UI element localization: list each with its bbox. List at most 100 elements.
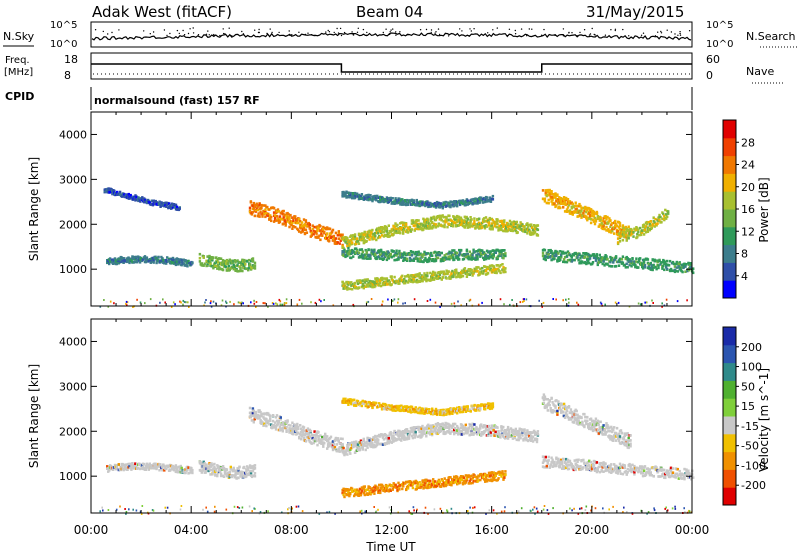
power-echo-cell-5 [494,268,497,271]
power-echo-cell-3 [439,217,442,220]
power-echo-cell-5 [430,275,433,278]
power-echo-cell-0 [151,256,154,260]
power-echo-cell-1 [232,263,235,267]
velocity-echo-cell-2 [275,419,279,423]
power-echo-cell-8 [650,264,653,267]
power-echo-cell-5 [374,284,377,288]
power-echo-cell-2 [268,208,271,211]
velocity-echo-cell-1 [215,469,218,472]
power-echo-cell-0 [144,260,148,264]
power-echo-cell-6 [611,222,614,225]
power-echo-cell-7 [654,217,657,221]
power-echo-cell-4 [491,256,495,260]
power-echo-cell-7 [665,217,668,220]
noise-search-dot [395,31,397,33]
velocity-echo-cell-1 [241,473,244,477]
velocity-echo-cell-2 [256,413,259,417]
velocity-echo-cell-1 [215,467,218,471]
power-echo-cell-7 [618,240,622,243]
power-echo-cell-5 [455,268,458,272]
power-echo-cell-6 [556,193,559,196]
velocity-echo-cell-0 [132,463,135,467]
power-echo-cell-6 [547,201,550,205]
velocity-echo-cell-3 [353,445,356,448]
power-echo-cell-4 [344,253,347,257]
power-echo-cell-4 [355,249,359,253]
power-echo-cell-5 [359,281,363,284]
velocity-echo-cell-0 [175,467,179,471]
power-echo-cell-6 [583,209,586,213]
power-echo-cell-1 [218,257,221,260]
noise-search-dot [514,29,516,32]
power-echo-cell-4 [489,250,493,253]
power-echo-cell-4 [438,253,442,257]
noise-search-dot [528,28,530,30]
power-echo-cell-1 [242,262,245,266]
power-echo-cell-3 [465,215,468,219]
velocity-echo-cell-3 [361,445,364,449]
noise-search-dot [514,33,517,35]
power-echo-cell-4 [376,257,379,260]
power-echo-cell-6 [585,206,588,210]
power-echo-cell-9 [107,188,110,192]
power-echo-cell-10 [411,202,415,206]
power-echo-cell-5 [498,270,501,273]
power-echo-cell-0 [120,257,123,261]
noise-search-dot [289,34,291,36]
power-echo-cell-8 [639,257,642,260]
velocity-echo-cell-2 [288,427,291,430]
noise-search-dot [614,29,616,32]
velocity-echo-cell-2 [267,419,270,423]
power-echo-cell-8 [562,258,566,261]
power-echo-cell-9 [133,196,136,200]
velocity-echo-cell-2 [310,442,313,445]
power-ground-cell [665,298,668,301]
velocity-echo-cell-2 [287,423,290,427]
power-echo-cell-3 [373,237,376,240]
power-echo-cell-6 [620,228,624,232]
power-echo-cell-4 [452,253,455,257]
power-echo-cell-5 [415,278,418,282]
power-ground-cell [370,298,373,300]
date-title: 31/May/2015 [586,3,684,21]
power-ground-cell [538,299,540,302]
velocity-echo-cell-0 [190,466,193,470]
power-echo-cell-1 [223,260,227,263]
noise-sky-line [91,32,692,41]
power-echo-cell-8 [692,271,695,275]
power-echo-cell-2 [258,215,261,218]
power-ground-cell [576,301,578,304]
power-echo-cell-2 [339,239,342,242]
power-echo-cell-9 [153,202,156,206]
power-echo-cell-6 [618,222,622,225]
power-echo-cell-10 [482,201,485,204]
velocity-echo-cell-3 [354,444,358,447]
power-echo-cell-4 [444,256,447,259]
power-echo-cell-8 [684,270,687,273]
power-echo-cell-10 [450,203,453,207]
velocity-echo-cell-1 [253,472,257,475]
power-echo-cell-5 [488,264,492,268]
velocity-echo-cell-2 [297,427,300,431]
power-ground-cell [174,303,176,306]
power-echo-cell-3 [420,226,423,230]
power-echo-cell-8 [687,261,690,265]
power-echo-cell-4 [360,254,364,258]
power-echo-cell-3 [505,227,508,231]
power-echo-cell-0 [171,256,175,260]
power-echo-cell-8 [658,259,661,263]
noise-search-dot [571,32,573,34]
power-echo-cell-8 [598,253,601,257]
velocity-echo-cell-2 [300,434,304,438]
noise-search-dot [336,27,338,30]
power-echo-cell-5 [393,280,396,283]
velocity-echo-cell-0 [184,471,187,475]
power-echo-cell-4 [412,257,416,261]
velocity-echo-cell-1 [210,462,213,465]
noise-search-dot [352,34,354,36]
power-echo-cell-6 [618,224,622,228]
power-echo-cell-5 [441,276,444,279]
power-echo-cell-5 [399,277,402,280]
power-echo-cell-4 [483,258,486,261]
velocity-echo-cell-2 [250,419,254,422]
